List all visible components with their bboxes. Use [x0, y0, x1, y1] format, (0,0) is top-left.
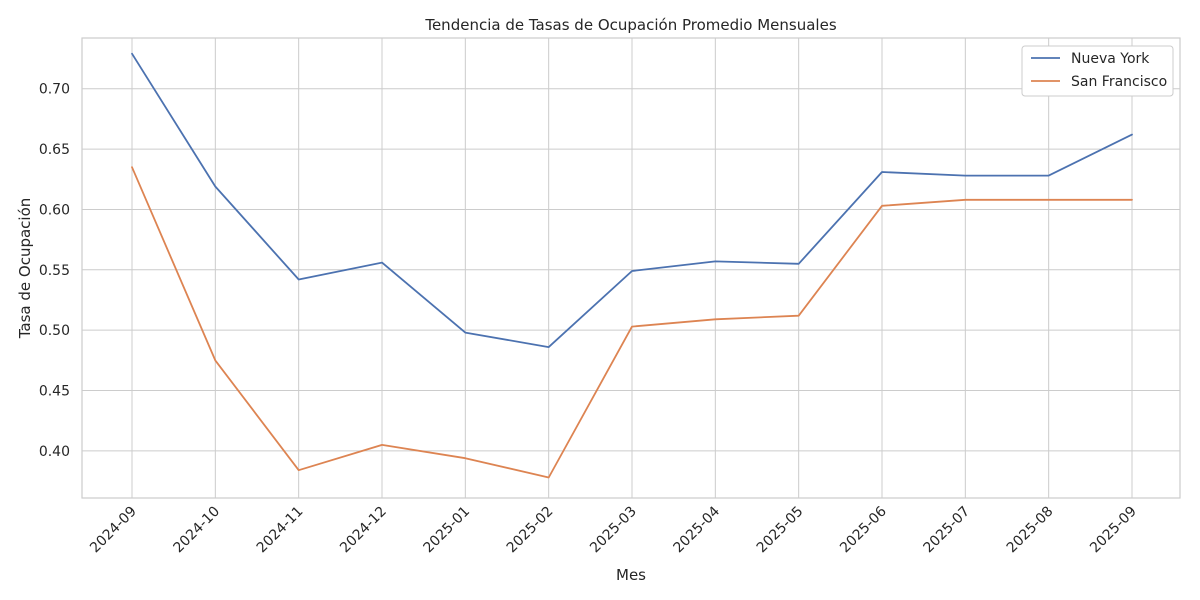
x-tick-label: 2025-09 — [1087, 504, 1140, 557]
x-tick-label: 2025-06 — [837, 503, 890, 556]
series-layer — [131, 52, 1133, 479]
y-axis-label: Tasa de Ocupación — [16, 198, 34, 340]
x-tick-label: 2024-12 — [337, 504, 390, 557]
x-axis-label: Mes — [616, 566, 646, 584]
chart-title: Tendencia de Tasas de Ocupación Promedio… — [424, 16, 836, 34]
x-tick-label: 2025-01 — [420, 504, 473, 557]
y-axis-ticks: 0.40 0.45 0.50 0.55 0.60 0.65 0.70 — [39, 82, 70, 460]
x-tick-label: 2025-04 — [670, 503, 723, 556]
x-tick-label: 2025-05 — [754, 504, 807, 557]
series-line-0 — [131, 52, 1133, 349]
x-axis-ticks: 2024-09 2024-10 2024-11 2024-12 2025-01 2025-… — [87, 503, 1140, 556]
y-tick-label: 0.40 — [39, 444, 70, 460]
x-tick-label: 2024-10 — [170, 504, 223, 557]
x-tick-label: 2025-08 — [1004, 504, 1057, 557]
y-tick-label: 0.65 — [39, 142, 70, 158]
grid — [82, 38, 1180, 498]
y-tick-label: 0.50 — [39, 323, 70, 339]
x-tick-label: 2025-07 — [920, 504, 973, 557]
y-tick-label: 0.45 — [39, 384, 70, 400]
y-tick-label: 0.60 — [39, 202, 70, 218]
legend: Nueva York San Francisco — [1021, 45, 1174, 97]
plot-area — [81, 37, 1181, 499]
legend-label: Nueva York — [1071, 51, 1150, 67]
legend-label: San Francisco — [1071, 74, 1167, 90]
y-tick-label: 0.55 — [39, 263, 70, 279]
y-tick-label: 0.70 — [39, 82, 70, 98]
x-tick-label: 2025-02 — [504, 504, 557, 557]
x-tick-label: 2024-09 — [87, 504, 140, 557]
x-tick-label: 2025-03 — [587, 504, 640, 557]
series-line-1 — [131, 166, 1133, 479]
x-tick-label: 2024-11 — [254, 504, 307, 557]
